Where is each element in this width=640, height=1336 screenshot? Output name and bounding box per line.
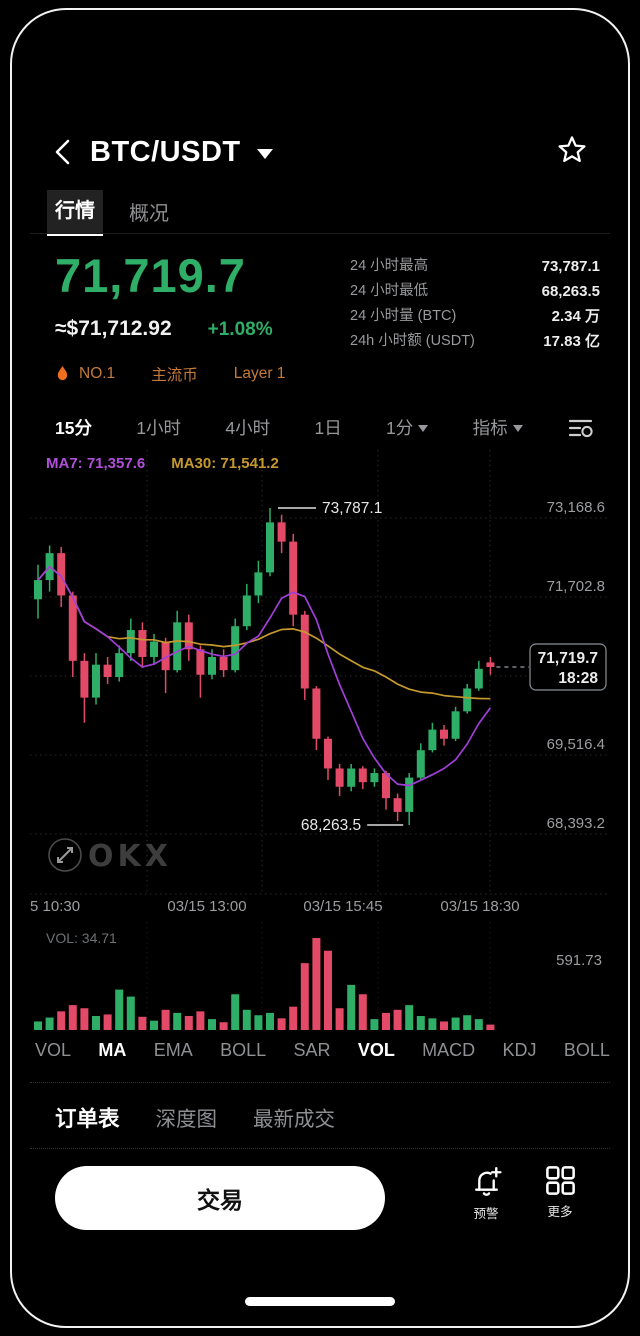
ind-ema[interactable]: EMA (153, 1040, 193, 1060)
volume-chart (34, 922, 495, 1030)
alert-button[interactable]: 预警 (456, 1163, 516, 1222)
stat-row: 24 小时最低 68,263.5 (350, 279, 600, 304)
tf-more-dropdown[interactable]: 1分 (386, 415, 429, 440)
svg-text:18:28: 18:28 (558, 670, 598, 687)
volume-current-label: VOL: 34.71 (46, 930, 117, 946)
svg-text:71,719.7: 71,719.7 (538, 650, 598, 667)
more-button[interactable]: 更多 (530, 1163, 590, 1220)
rank-badge[interactable]: NO.1 (79, 365, 116, 382)
ind-boll[interactable]: BOLL (220, 1040, 267, 1060)
svg-text:71,702.8: 71,702.8 (547, 578, 605, 595)
indicator-dropdown[interactable]: 指标 (473, 415, 523, 440)
tab-quotes[interactable]: 行情 (47, 190, 103, 236)
tf-15m[interactable]: 15分 (55, 418, 92, 438)
tag-mainstream[interactable]: 主流币 (151, 367, 198, 384)
x-axis-labels: 5 10:30 03/15 13:00 03/15 15:45 03/15 18… (30, 898, 610, 918)
back-chevron-icon (55, 139, 70, 165)
ma7-label: MA7: 71,357.6 (46, 455, 146, 472)
stat-value: 68,263.5 (541, 283, 600, 300)
tab-overview[interactable]: 概况 (129, 203, 169, 225)
header: BTC/USDT (52, 130, 588, 174)
stat-label: 24h 小时额 (USDT) (350, 333, 475, 349)
top-tabs: 行情 概况 (47, 190, 169, 236)
ma30-label: MA30: 71,541.2 (171, 455, 279, 472)
volume-pane[interactable]: VOL: 34.71 591.73 (30, 922, 610, 1034)
stat-row: 24 小时最高 73,787.1 (350, 254, 600, 279)
chevron-down-icon (512, 425, 523, 432)
ind-vol-main[interactable]: VOL (35, 1040, 72, 1060)
x-tick: 03/15 15:45 (303, 898, 383, 915)
stat-value: 73,787.1 (541, 258, 600, 275)
tf-4h[interactable]: 4小时 (225, 418, 271, 438)
svg-text:68,393.2: 68,393.2 (547, 815, 605, 832)
indicator-label: 指标 (472, 418, 508, 438)
flame-icon (57, 366, 68, 381)
stat-value: 2.34 万 (551, 308, 600, 325)
ind-sar[interactable]: SAR (293, 1040, 331, 1060)
fiat-price: ≈$71,712.92 (55, 317, 172, 340)
stats-panel: 24 小时最高 73,787.1 24 小时最低 68,263.5 24 小时量 (… (350, 254, 600, 354)
svg-text:73,787.1: 73,787.1 (322, 500, 382, 517)
section-divider (30, 1082, 610, 1083)
svg-text:69,516.4: 69,516.4 (547, 736, 605, 753)
back-button[interactable] (52, 137, 78, 167)
chart-section: MA7: 71,357.6 MA30: 71,541.2 OKX 73,787.1… (30, 450, 610, 1035)
stat-label: 24 小时量 (BTC) (350, 308, 457, 324)
ind-ma[interactable]: MA (98, 1040, 127, 1060)
volume-max-label: 591.73 (556, 952, 602, 969)
x-tick: 03/15 18:30 (440, 898, 520, 915)
pair-dropdown-icon[interactable] (256, 149, 273, 159)
stat-label: 24 小时最低 (350, 283, 429, 299)
more-label: 更多 (547, 1205, 573, 1219)
pair-title[interactable]: BTC/USDT (90, 135, 241, 168)
trade-button[interactable]: 交易 (55, 1166, 385, 1230)
alert-label: 预警 (473, 1207, 499, 1221)
tf-more-label: 1分 (386, 418, 414, 438)
chevron-down-icon (418, 425, 429, 432)
last-price: 71,719.7 (55, 249, 246, 302)
grid-more-icon (545, 1166, 575, 1195)
tab-order-book[interactable]: 订单表 (55, 1107, 120, 1131)
alert-bell-icon (474, 1166, 502, 1196)
timeframe-row: 15分 1小时 4小时 1日 1分 指标 (55, 415, 594, 440)
stat-label: 24 小时最高 (350, 258, 429, 274)
ma-labels: MA7: 71,357.6 MA30: 71,541.2 (46, 455, 279, 472)
badge-row: NO.1 主流币 Layer 1 (55, 363, 285, 385)
ind-kdj[interactable]: KDJ (502, 1040, 537, 1060)
change-percent: +1.08% (207, 319, 273, 340)
tag-layer1[interactable]: Layer 1 (233, 365, 286, 382)
x-tick: 03/15 13:00 (167, 898, 247, 915)
ind-macd[interactable]: MACD (422, 1040, 476, 1060)
tab-depth-chart[interactable]: 深度图 (155, 1108, 218, 1131)
indicator-tab-row: VOL MA EMA BOLL SAR VOL MACD KDJ BOLL (35, 1040, 610, 1061)
favorite-star-icon[interactable] (556, 134, 588, 171)
orderbook-tabs: 订单表 深度图 最新成交 (55, 1102, 335, 1133)
tab-latest-trades[interactable]: 最新成交 (253, 1108, 336, 1131)
svg-text:73,168.6: 73,168.6 (547, 499, 605, 516)
chart-settings-icon[interactable] (567, 416, 594, 440)
tf-1d[interactable]: 1日 (314, 418, 342, 438)
candlestick-chart[interactable]: OKX 73,787.1 68,263.5 71,719.7 18:28 73,168.6… (30, 450, 610, 896)
bottom-divider (30, 1148, 610, 1149)
tf-1h[interactable]: 1小时 (136, 418, 182, 438)
stat-value: 17.83 亿 (543, 333, 600, 350)
ind-vol-sub[interactable]: VOL (357, 1040, 395, 1060)
stat-row: 24 小时量 (BTC) 2.34 万 (350, 304, 600, 329)
ind-boll2[interactable]: BOLL (563, 1040, 610, 1060)
tabs-divider (30, 233, 610, 234)
home-indicator[interactable] (245, 1297, 395, 1306)
svg-text:OKX: OKX (88, 839, 172, 874)
x-tick: 5 10:30 (30, 898, 81, 915)
stat-row: 24h 小时额 (USDT) 17.83 亿 (350, 329, 600, 354)
price-sub-row: ≈$71,712.92 +1.08% (55, 317, 273, 341)
svg-text:68,263.5: 68,263.5 (301, 817, 361, 834)
